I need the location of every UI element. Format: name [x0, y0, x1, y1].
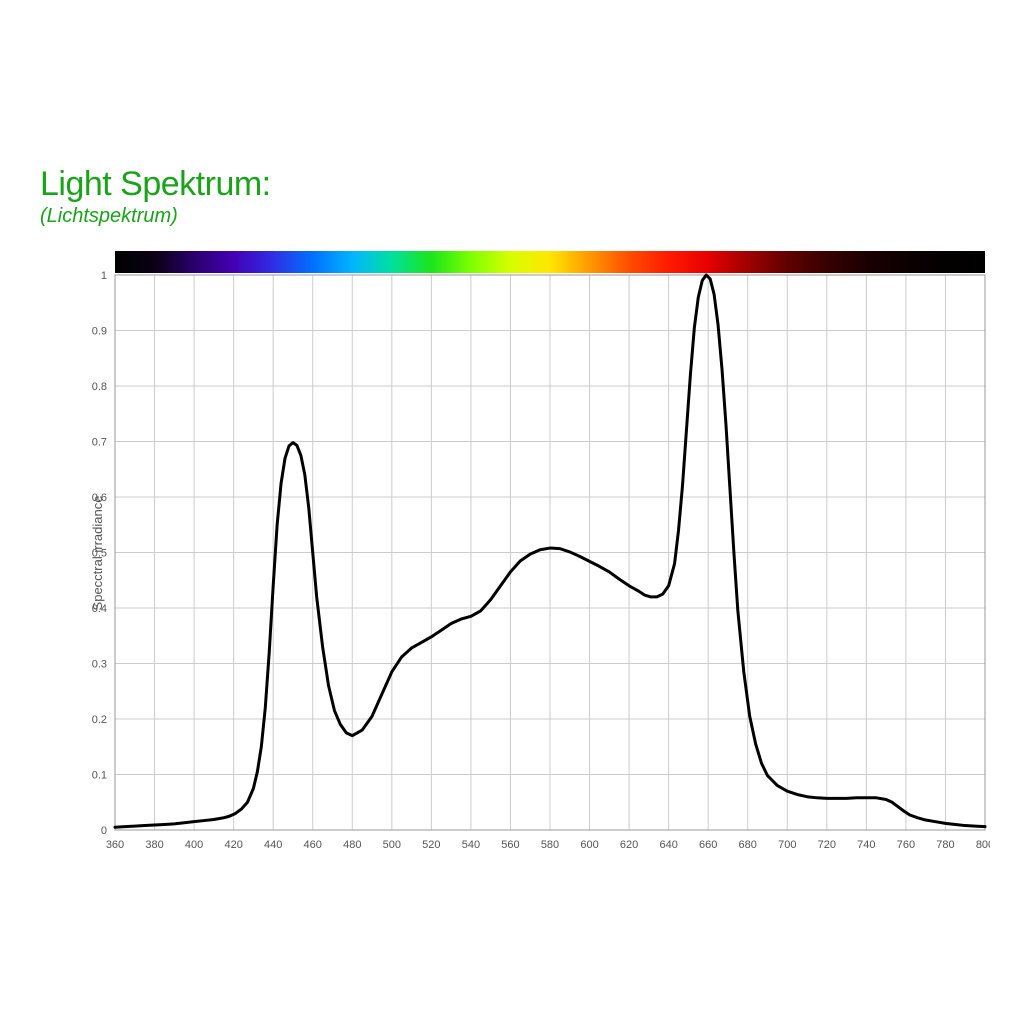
svg-text:460: 460 — [304, 839, 322, 851]
svg-text:540: 540 — [462, 839, 480, 851]
svg-text:640: 640 — [659, 839, 677, 851]
svg-text:800: 800 — [976, 839, 990, 851]
svg-text:360: 360 — [106, 839, 124, 851]
svg-text:440: 440 — [264, 839, 282, 851]
svg-text:480: 480 — [343, 839, 361, 851]
svg-text:520: 520 — [422, 839, 440, 851]
svg-text:660: 660 — [699, 839, 717, 851]
svg-text:680: 680 — [739, 839, 757, 851]
svg-text:0.8: 0.8 — [92, 381, 107, 393]
svg-text:1: 1 — [101, 270, 107, 282]
svg-text:500: 500 — [383, 839, 401, 851]
svg-text:620: 620 — [620, 839, 638, 851]
chart-container: Light Spektrum: (Lichtspektrum) Specctra… — [0, 0, 1024, 1024]
svg-text:0.3: 0.3 — [92, 659, 107, 671]
svg-text:780: 780 — [936, 839, 954, 851]
svg-text:580: 580 — [541, 839, 559, 851]
svg-text:400: 400 — [185, 839, 203, 851]
svg-text:0.2: 0.2 — [92, 714, 107, 726]
svg-text:720: 720 — [818, 839, 836, 851]
svg-text:0.7: 0.7 — [92, 437, 107, 449]
y-axis-label: Specctral irradiance — [90, 495, 105, 610]
chart-subtitle: (Lichtspektrum) — [40, 205, 178, 228]
svg-text:0: 0 — [101, 825, 107, 837]
svg-text:420: 420 — [224, 839, 242, 851]
svg-text:760: 760 — [897, 839, 915, 851]
svg-text:740: 740 — [857, 839, 875, 851]
chart-title: Light Spektrum: — [40, 165, 271, 204]
svg-text:560: 560 — [501, 839, 519, 851]
chart-area: Specctral irradiance 360 380 400 420 440 460 4… — [40, 245, 990, 860]
svg-text:0.9: 0.9 — [92, 326, 107, 338]
spectrum-chart: 360 380 400 420 440 460 480 500 520 540 560 580 600 6… — [40, 245, 990, 860]
svg-text:600: 600 — [580, 839, 598, 851]
svg-text:0.1: 0.1 — [92, 770, 107, 782]
svg-text:380: 380 — [145, 839, 163, 851]
svg-text:700: 700 — [778, 839, 796, 851]
